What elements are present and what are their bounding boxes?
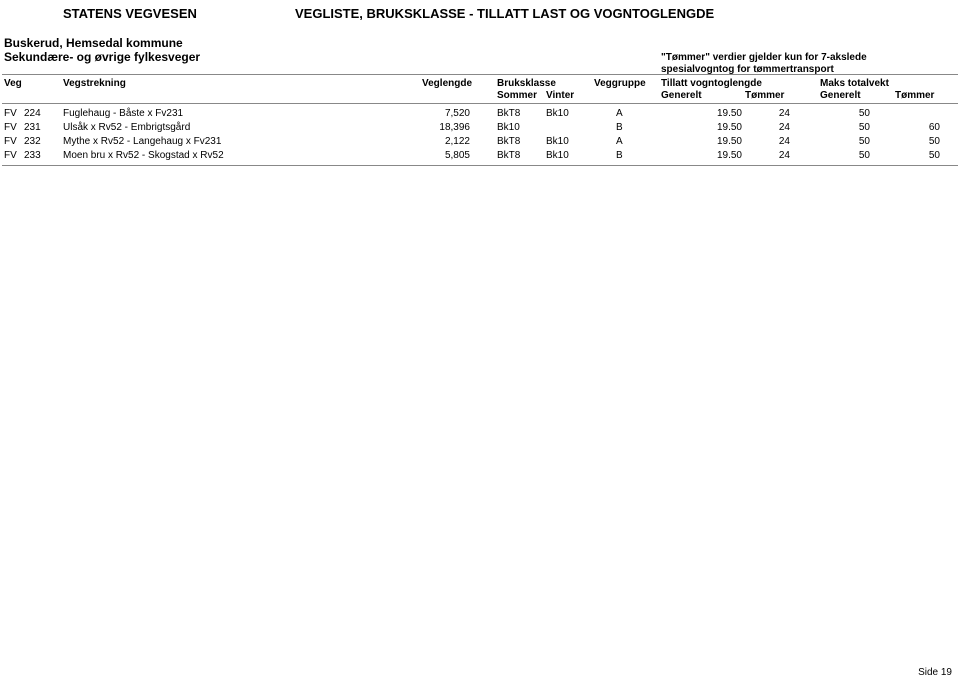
org-title: STATENS VEGVESEN [63, 6, 197, 21]
table-cell: FV [4, 122, 17, 133]
table-cell: Ulsåk x Rv52 - Embrigtsgård [63, 122, 190, 133]
note-line1: "Tømmer" verdier gjelder kun for 7-aksle… [661, 52, 867, 63]
table-cell: FV [4, 136, 17, 147]
col-vegstrekning: Vegstrekning [63, 78, 126, 89]
table-cell: 232 [24, 136, 41, 147]
table-cell: 50 [810, 122, 870, 133]
col-tommer: Tømmer [745, 90, 784, 101]
table-cell: FV [4, 150, 17, 161]
rule-mid [2, 103, 958, 104]
table-cell: 50 [880, 150, 940, 161]
col-veglengde: Veglengde [422, 78, 472, 89]
table-cell: 60 [880, 122, 940, 133]
col-tillatt: Tillatt vogntoglengde [661, 78, 762, 89]
table-cell: 18,396 [410, 122, 470, 133]
rule-bottom [2, 165, 958, 166]
subtitle: Sekundære- og øvrige fylkesveger [4, 50, 200, 64]
table-cell: Mythe x Rv52 - Langehaug x Fv231 [63, 136, 221, 147]
table-cell: A [616, 108, 623, 119]
table-cell: 24 [730, 136, 790, 147]
table-cell: 50 [810, 136, 870, 147]
table-cell: Moen bru x Rv52 - Skogstad x Rv52 [63, 150, 224, 161]
table-cell: Bk10 [546, 150, 569, 161]
region: Buskerud, Hemsedal kommune [4, 36, 183, 50]
table-cell: 24 [730, 150, 790, 161]
col-maks: Maks totalvekt [820, 78, 889, 89]
table-cell: B [616, 150, 623, 161]
table-cell: A [616, 136, 623, 147]
page-title: VEGLISTE, BRUKSKLASSE - TILLATT LAST OG … [295, 6, 714, 21]
col-tommer2: Tømmer [895, 90, 934, 101]
col-vinter: Vinter [546, 90, 574, 101]
page-number: Side 19 [918, 667, 952, 678]
table-cell: 224 [24, 108, 41, 119]
col-veggruppe: Veggruppe [594, 78, 646, 89]
page: STATENS VEGVESEN VEGLISTE, BRUKSKLASSE -… [0, 0, 960, 684]
table-cell: 2,122 [410, 136, 470, 147]
table-cell: 50 [880, 136, 940, 147]
col-bruksklasse: Bruksklasse [497, 78, 556, 89]
table-cell: 5,805 [410, 150, 470, 161]
table-cell: Bk10 [546, 108, 569, 119]
table-cell: BkT8 [497, 136, 520, 147]
table-cell: 50 [810, 150, 870, 161]
table-cell: Bk10 [546, 136, 569, 147]
table-cell: FV [4, 108, 17, 119]
col-generelt: Generelt [661, 90, 702, 101]
table-cell: BkT8 [497, 108, 520, 119]
col-sommer: Sommer [497, 90, 537, 101]
table-cell: 231 [24, 122, 41, 133]
table-cell: 50 [810, 108, 870, 119]
table-cell: 24 [730, 122, 790, 133]
col-veg: Veg [4, 78, 22, 89]
table-cell: Bk10 [497, 122, 520, 133]
table-cell: BkT8 [497, 150, 520, 161]
table-cell: B [616, 122, 623, 133]
table-cell: 7,520 [410, 108, 470, 119]
col-generelt2: Generelt [820, 90, 861, 101]
table-cell: 233 [24, 150, 41, 161]
table-cell: 24 [730, 108, 790, 119]
table-cell: Fuglehaug - Båste x Fv231 [63, 108, 183, 119]
rule-top [2, 74, 958, 75]
